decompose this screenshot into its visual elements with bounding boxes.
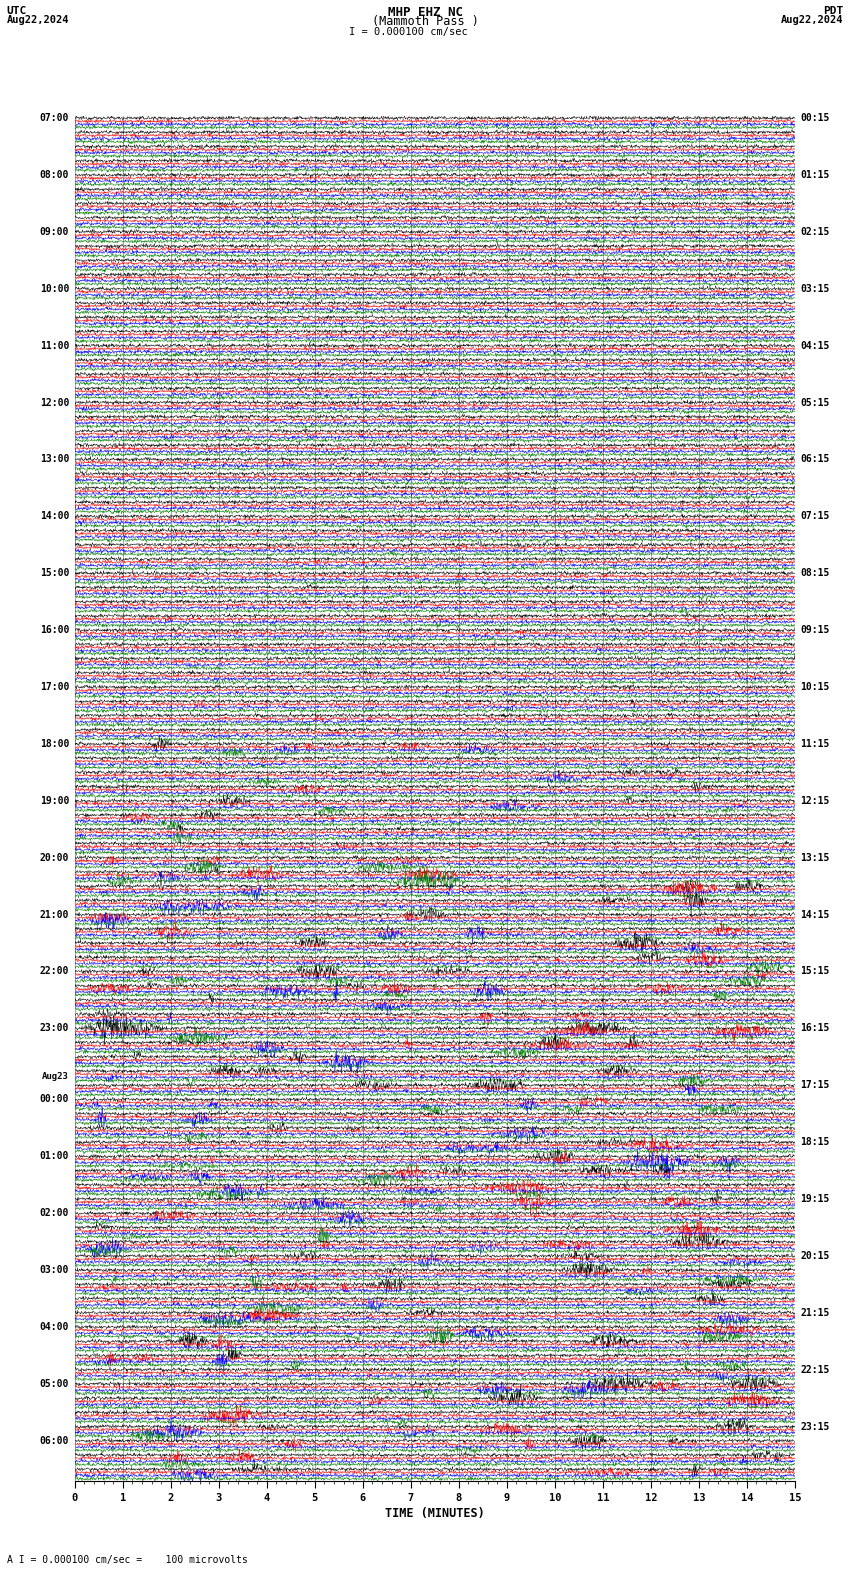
Text: Aug22,2024: Aug22,2024 [7, 14, 70, 25]
Text: 13:00: 13:00 [40, 455, 69, 464]
Text: 09:15: 09:15 [801, 626, 830, 635]
Text: 05:00: 05:00 [40, 1380, 69, 1389]
Text: 03:00: 03:00 [40, 1266, 69, 1275]
Text: 10:00: 10:00 [40, 284, 69, 293]
Text: 00:15: 00:15 [801, 112, 830, 124]
Text: 02:15: 02:15 [801, 227, 830, 238]
Text: 15:00: 15:00 [40, 569, 69, 578]
Text: 05:15: 05:15 [801, 398, 830, 407]
Text: 21:15: 21:15 [801, 1308, 830, 1318]
Text: MHP EHZ NC: MHP EHZ NC [388, 5, 462, 19]
Text: 13:15: 13:15 [801, 852, 830, 863]
Text: 04:00: 04:00 [40, 1323, 69, 1332]
Text: 16:15: 16:15 [801, 1023, 830, 1033]
Text: 11:00: 11:00 [40, 341, 69, 350]
Text: 06:15: 06:15 [801, 455, 830, 464]
Text: 04:15: 04:15 [801, 341, 830, 350]
Text: 20:00: 20:00 [40, 852, 69, 863]
Text: 02:00: 02:00 [40, 1209, 69, 1218]
Text: 19:00: 19:00 [40, 795, 69, 806]
Text: 23:15: 23:15 [801, 1421, 830, 1432]
Text: 20:15: 20:15 [801, 1251, 830, 1261]
Text: PDT: PDT [823, 5, 843, 16]
Text: A I = 0.000100 cm/sec =    100 microvolts: A I = 0.000100 cm/sec = 100 microvolts [7, 1555, 247, 1565]
Text: 07:00: 07:00 [40, 112, 69, 124]
Text: 01:15: 01:15 [801, 169, 830, 181]
Text: 18:15: 18:15 [801, 1137, 830, 1147]
X-axis label: TIME (MINUTES): TIME (MINUTES) [385, 1506, 484, 1521]
Text: 06:00: 06:00 [40, 1435, 69, 1446]
Text: 12:00: 12:00 [40, 398, 69, 407]
Text: 12:15: 12:15 [801, 795, 830, 806]
Text: 10:15: 10:15 [801, 683, 830, 692]
Text: Aug23: Aug23 [42, 1072, 69, 1082]
Text: 14:15: 14:15 [801, 909, 830, 920]
Text: 15:15: 15:15 [801, 966, 830, 976]
Text: 17:15: 17:15 [801, 1080, 830, 1090]
Text: 22:15: 22:15 [801, 1365, 830, 1375]
Text: 00:00: 00:00 [40, 1095, 69, 1104]
Text: 03:15: 03:15 [801, 284, 830, 293]
Text: UTC: UTC [7, 5, 27, 16]
Text: 16:00: 16:00 [40, 626, 69, 635]
Text: 08:00: 08:00 [40, 169, 69, 181]
Text: 09:00: 09:00 [40, 227, 69, 238]
Text: 18:00: 18:00 [40, 738, 69, 749]
Text: 14:00: 14:00 [40, 512, 69, 521]
Text: Aug22,2024: Aug22,2024 [780, 14, 843, 25]
Text: (Mammoth Pass ): (Mammoth Pass ) [371, 14, 479, 29]
Text: 23:00: 23:00 [40, 1023, 69, 1033]
Text: 01:00: 01:00 [40, 1152, 69, 1161]
Text: 17:00: 17:00 [40, 683, 69, 692]
Text: 19:15: 19:15 [801, 1194, 830, 1204]
Text: 11:15: 11:15 [801, 738, 830, 749]
Text: 22:00: 22:00 [40, 966, 69, 976]
Text: 08:15: 08:15 [801, 569, 830, 578]
Text: 21:00: 21:00 [40, 909, 69, 920]
Text: I = 0.000100 cm/sec: I = 0.000100 cm/sec [348, 27, 468, 36]
Text: 07:15: 07:15 [801, 512, 830, 521]
